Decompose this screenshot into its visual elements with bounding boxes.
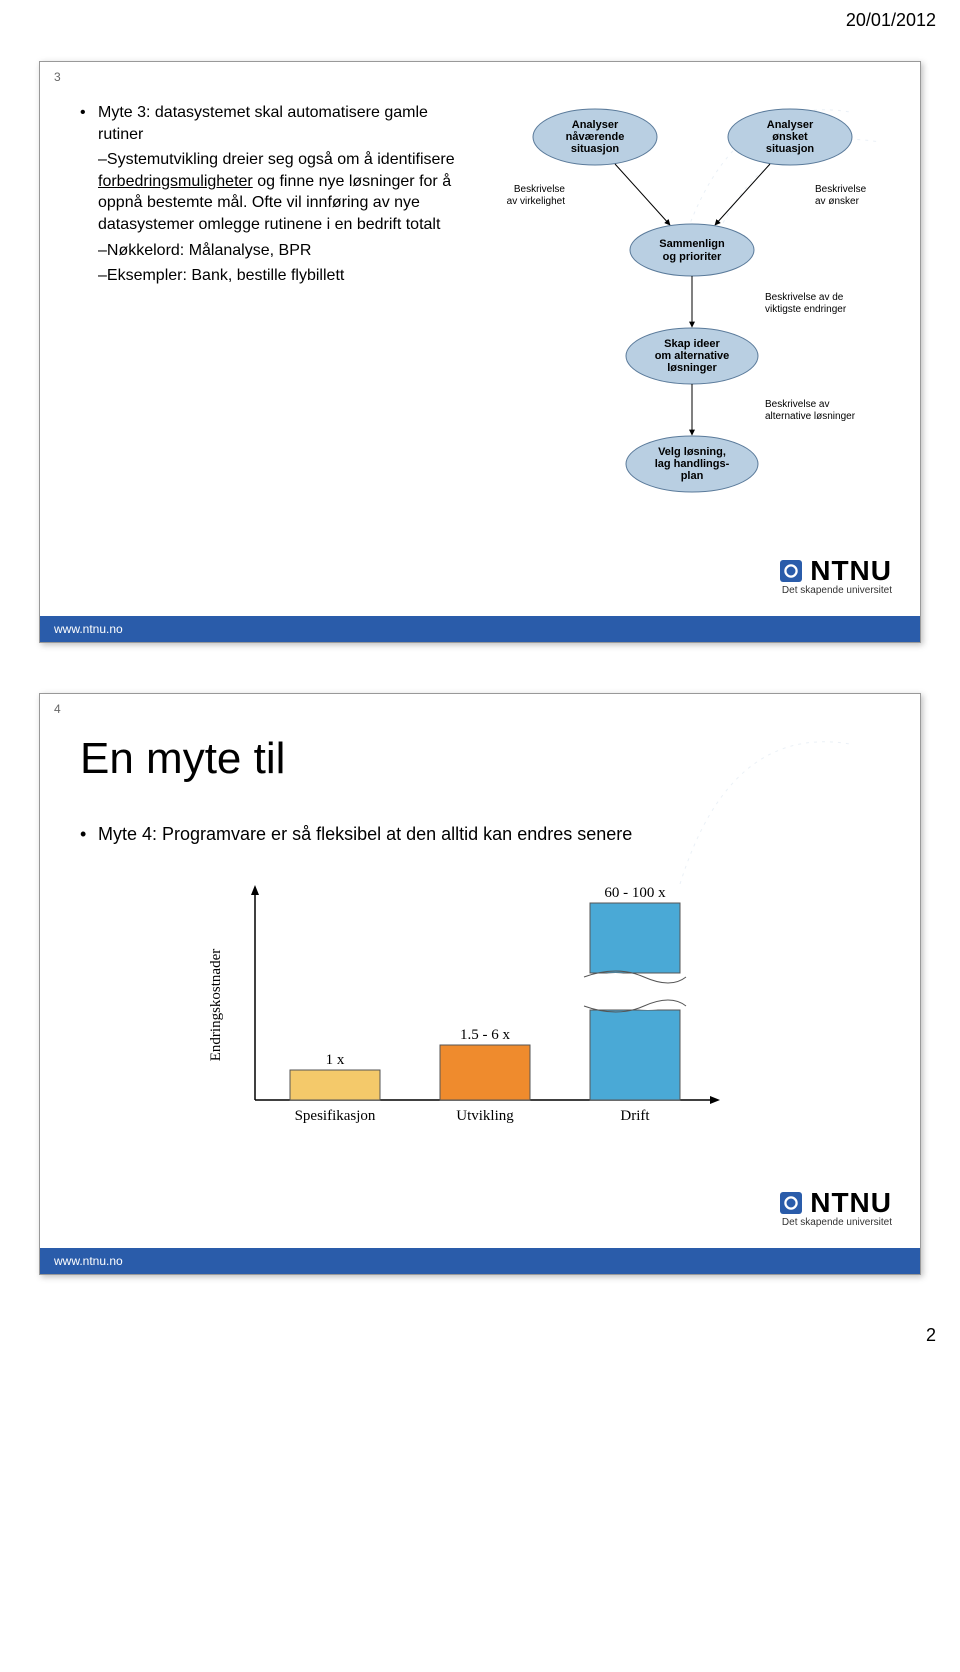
page-date: 20/01/2012 — [0, 0, 960, 31]
label-right-3b: alternative løsninger — [765, 411, 856, 422]
sub-bullet-1: –Systemutvikling dreier seg også om å id… — [98, 149, 470, 235]
ntnu-logo-block: NTNU Det skapende universitet — [780, 1187, 892, 1228]
node5-l1: Velg løsning, — [658, 446, 726, 458]
label-right-3a: Beskrivelse av — [765, 399, 829, 410]
sub-bullets: –Systemutvikling dreier seg også om å id… — [80, 149, 470, 287]
label-left-1b: av virkelighet — [507, 196, 566, 207]
footer-url: www.ntnu.no — [54, 622, 123, 636]
bullet-myte4: Myte 4: Programvare er så fleksibel at d… — [80, 824, 880, 845]
slide-1: 3 Myte 3: datasystemet skal automatisere… — [39, 61, 921, 643]
ntnu-tagline: Det skapende universitet — [780, 585, 892, 596]
sub1-part-a: –Systemutvikling dreier seg også om å id… — [98, 151, 455, 168]
ntnu-logo-text: NTNU — [810, 1187, 892, 1219]
svg-text:1 x: 1 x — [326, 1052, 345, 1068]
node2-l3: situasjon — [766, 143, 815, 155]
ntnu-logo-block: NTNU Det skapende universitet — [780, 555, 892, 596]
node4-l1: Skap ideer — [664, 338, 720, 350]
label-right-2b: viktigste endringer — [765, 304, 847, 315]
ntnu-logo-icon — [780, 1192, 802, 1214]
label-right-1b: av ønsker — [815, 196, 860, 207]
svg-text:1.5 - 6 x: 1.5 - 6 x — [460, 1027, 510, 1043]
svg-text:Drift: Drift — [620, 1108, 650, 1124]
page-number-bottom: 2 — [0, 1325, 960, 1366]
label-left-1a: Beskrivelse — [514, 184, 566, 195]
label-right-1a: Beskrivelse — [815, 184, 867, 195]
footer-bar: www.ntnu.no — [40, 1248, 920, 1274]
sub-bullet-3: –Eksempler: Bank, bestille flybillett — [98, 265, 470, 287]
svg-text:Endringskostnader: Endringskostnader — [208, 949, 224, 1061]
flow-diagram: Analyser nåværende situasjon Analyser øn… — [480, 102, 900, 557]
flow-svg: Analyser nåværende situasjon Analyser øn… — [480, 102, 900, 552]
text-column: Myte 3: datasystemet skal automatisere g… — [80, 102, 470, 291]
bullet-myte3: Myte 3: datasystemet skal automatisere g… — [80, 102, 470, 145]
node1-l2: nåværende — [566, 131, 625, 143]
ntnu-logo-icon — [780, 560, 802, 582]
slide-title: En myte til — [80, 734, 880, 784]
svg-text:Utvikling: Utvikling — [456, 1108, 514, 1124]
slide-number: 4 — [54, 702, 61, 716]
node5-l2: lag handlings- — [655, 458, 730, 470]
bar-chart: Endringskostnader 1 x Spesifikasjon 1.5 - 6… — [200, 875, 760, 1140]
ntnu-tagline: Det skapende universitet — [780, 1217, 892, 1228]
svg-text:Spesifikasjon: Spesifikasjon — [295, 1108, 376, 1124]
node1-l1: Analyser — [572, 119, 619, 131]
node2-l2: ønsket — [772, 131, 808, 143]
ntnu-logo-text: NTNU — [810, 555, 892, 587]
slide-2: 4 En myte til Myte 4: Programvare er så … — [39, 693, 921, 1275]
node5-l3: plan — [681, 470, 704, 482]
barchart-svg: Endringskostnader 1 x Spesifikasjon 1.5 - 6… — [200, 875, 760, 1135]
node4-l3: løsninger — [667, 362, 717, 374]
slide-number: 3 — [54, 70, 61, 84]
sub1-underline: forbedringsmuligheter — [98, 173, 253, 190]
footer-bar: www.ntnu.no — [40, 616, 920, 642]
label-right-2a: Beskrivelse av de — [765, 292, 844, 303]
footer-url: www.ntnu.no — [54, 1254, 123, 1268]
svg-text:60 - 100 x: 60 - 100 x — [604, 885, 666, 901]
sub-bullet-2: –Nøkkelord: Målanalyse, BPR — [98, 240, 470, 262]
node3-l1: Sammenlign — [659, 238, 725, 250]
node2-l1: Analyser — [767, 119, 814, 131]
node4-l2: om alternative — [655, 350, 730, 362]
node3-l2: og prioriter — [663, 251, 722, 263]
node1-l3: situasjon — [571, 143, 620, 155]
